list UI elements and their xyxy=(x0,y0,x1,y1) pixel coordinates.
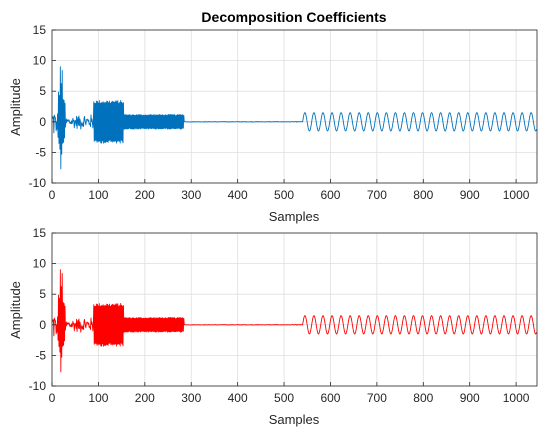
x-tick-label: 500 xyxy=(274,188,294,202)
y-tick-labels-bottom: -10 -5 0 5 10 15 xyxy=(29,226,56,393)
y-tick-label: 10 xyxy=(33,54,47,68)
x-tick-label: 600 xyxy=(320,188,340,202)
plot-frame-bottom xyxy=(51,232,538,387)
y-tick-label: 5 xyxy=(39,84,46,98)
chart-title: Decomposition Coefficients xyxy=(201,9,386,25)
y-tick-label: -5 xyxy=(35,145,46,159)
y-axis-label-top: Amplitude xyxy=(8,78,23,136)
x-tick-label: 0 xyxy=(49,391,56,405)
series-line xyxy=(52,66,537,170)
x-tick-label: 900 xyxy=(460,188,480,202)
x-tick-label: 700 xyxy=(367,391,387,405)
y-tick-label: 0 xyxy=(39,318,46,332)
x-tick-label: 1000 xyxy=(503,391,530,405)
y-tick-label: 15 xyxy=(33,23,47,37)
x-tick-label: 1000 xyxy=(503,188,530,202)
series-bottom xyxy=(52,269,537,373)
subplot-top: Decomposition Coefficients 0 100 200 300 400… xyxy=(8,9,538,224)
y-tick-label: -10 xyxy=(29,379,47,393)
x-tick-label: 400 xyxy=(228,391,248,405)
y-tick-labels-top: -10 -5 0 5 10 15 xyxy=(29,23,56,190)
x-tick-label: 600 xyxy=(320,391,340,405)
series-top xyxy=(52,66,537,170)
x-tick-label: 800 xyxy=(413,188,433,202)
y-tick-label: 5 xyxy=(39,287,46,301)
y-axis-label-bottom: Amplitude xyxy=(8,281,23,339)
x-axis-label-top: Samples xyxy=(269,209,320,224)
x-tick-label: 900 xyxy=(460,391,480,405)
x-axis-label-bottom: Samples xyxy=(269,412,320,427)
x-tick-label: 200 xyxy=(135,391,155,405)
x-tick-label: 200 xyxy=(135,188,155,202)
x-tick-label: 700 xyxy=(367,188,387,202)
x-tick-label: 500 xyxy=(274,391,294,405)
x-tick-label: 300 xyxy=(181,188,201,202)
x-tick-label: 100 xyxy=(88,391,108,405)
plot-area-top xyxy=(52,30,537,183)
x-tick-label: 400 xyxy=(228,188,248,202)
y-tick-label: -5 xyxy=(35,348,46,362)
x-tick-label: 300 xyxy=(181,391,201,405)
y-tick-label: 0 xyxy=(39,115,46,129)
x-tick-label: 100 xyxy=(88,188,108,202)
x-tick-labels-bottom: 0 100 200 300 400 500 600 700 800 900 1000 xyxy=(49,382,530,405)
y-tick-label: 15 xyxy=(33,226,47,240)
series-line xyxy=(52,269,537,373)
x-tick-labels-top: 0 100 200 300 400 500 600 700 800 900 1000 xyxy=(49,179,530,202)
plot-area-bottom xyxy=(52,233,537,386)
x-tick-label: 800 xyxy=(413,391,433,405)
subplot-bottom: 0 100 200 300 400 500 600 700 800 900 1000 -10 -5 0 5… xyxy=(8,226,538,427)
y-tick-label: 10 xyxy=(33,257,47,271)
y-tick-label: -10 xyxy=(29,176,47,190)
plot-frame-top xyxy=(51,29,538,184)
x-tick-label: 0 xyxy=(49,188,56,202)
